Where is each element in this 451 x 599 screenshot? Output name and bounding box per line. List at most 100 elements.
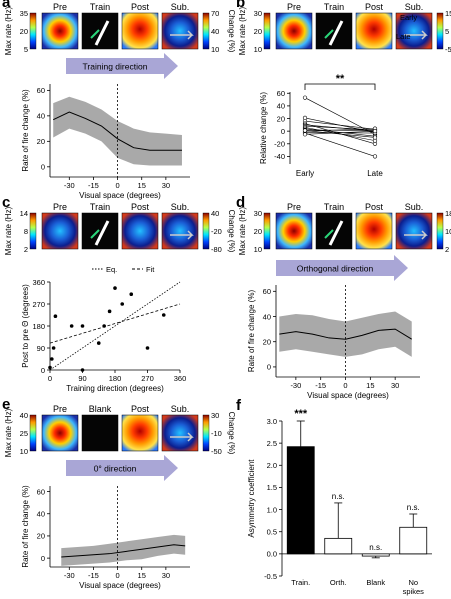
scatter-point	[161, 313, 166, 317]
panel-letter-a: a	[2, 0, 11, 11]
max-rate-label: Max rate (Hz)	[238, 6, 247, 55]
y-tick-label: 2.0	[267, 461, 277, 470]
y-axis-label: Asymmetry coefficient	[247, 459, 256, 538]
significance-label: n.s.	[332, 492, 345, 501]
shift-arrow-icon	[170, 30, 194, 40]
heatmap-header: Sub.	[171, 202, 190, 212]
x-tick-label: 0	[343, 381, 347, 390]
y-tick-label: 20	[263, 338, 271, 347]
heatmap-sub	[395, 12, 433, 50]
y-tick-label: 40	[277, 102, 285, 111]
max-rate-colorbar	[29, 414, 37, 452]
heatmap-train	[315, 212, 353, 250]
arrow-label: Training direction	[83, 62, 148, 72]
y-tick-label: 0	[41, 163, 45, 172]
max-rate-colorbar	[29, 12, 37, 50]
max-rate-tick: 40	[20, 411, 28, 420]
y-tick-label: 20	[37, 532, 45, 541]
max-rate-tick: 20	[254, 27, 262, 36]
panel-letter-b: b	[236, 0, 245, 11]
max-rate-tick: 20	[254, 227, 262, 236]
sem-band	[61, 534, 186, 566]
bar	[324, 537, 353, 555]
max-rate-label: Max rate (Hz)	[4, 206, 13, 255]
scatter-point	[102, 324, 106, 328]
direction-arrow-icon	[324, 229, 334, 239]
change-tick: 70	[211, 9, 219, 18]
shift-arrow-icon	[404, 30, 428, 40]
heatmap-header: Train	[324, 2, 344, 12]
heatmap-train	[81, 12, 119, 50]
x-tick-label: 30	[162, 571, 170, 580]
y-tick-label: 60	[37, 86, 45, 95]
panel-letter-f: f	[236, 397, 242, 414]
mean-line	[61, 544, 186, 558]
change-label: Change (%)	[227, 210, 236, 253]
x-axis-label: Visual space (degrees)	[79, 581, 161, 590]
scatter-point	[50, 357, 54, 361]
heatmap-sub	[161, 414, 199, 452]
category-label: No	[408, 578, 418, 587]
stimulus-bar	[328, 220, 344, 246]
y-tick-label: 90	[37, 344, 45, 353]
y-axis-label: Relative change (%)	[259, 92, 268, 164]
heatmap-blank	[81, 414, 119, 452]
mean-line	[279, 328, 412, 340]
change-tick: -5	[445, 45, 451, 54]
heatmap-pre	[275, 212, 313, 250]
direction-arrow-e: 0° direction	[66, 455, 178, 481]
y-tick-label: 1.0	[267, 505, 277, 514]
change-colorbar	[202, 414, 210, 452]
scatter-point	[80, 324, 85, 328]
y-tick-label: 0.0	[267, 550, 277, 559]
heatmap-post	[121, 212, 159, 250]
y-tick-label: 0.5	[267, 528, 277, 537]
significance-bracket	[304, 83, 376, 90]
max-rate-tick: 20	[20, 27, 28, 36]
max-rate-tick: 30	[254, 9, 262, 18]
x-tick-label: -30	[64, 181, 75, 190]
heatmap-header: Post	[131, 2, 150, 12]
heatmap-header: Sub.	[171, 404, 190, 414]
scatter-point	[51, 346, 56, 350]
category-label: Early	[296, 169, 314, 178]
x-tick-label: 180	[109, 374, 122, 383]
max-rate-tick: 10	[254, 45, 262, 54]
heatmap-header: Sub.	[405, 202, 424, 212]
change-tick: 40	[211, 27, 219, 36]
heatmap-header: Pre	[53, 2, 67, 12]
stimulus-bar	[94, 20, 110, 46]
x-tick-label: 15	[366, 381, 374, 390]
y-tick-label: 20	[277, 114, 285, 123]
late-point	[372, 135, 378, 140]
change-tick: -80	[211, 245, 222, 254]
change-tick: 40	[211, 209, 219, 218]
max-rate-tick: 14	[20, 209, 28, 218]
y-tick-label: 60	[277, 89, 285, 98]
x-tick-label: 0	[116, 571, 120, 580]
heatmap-post	[355, 12, 393, 50]
y-tick-label: 180	[32, 322, 45, 331]
y-axis-label: Post to pre Θ (degrees)	[21, 284, 30, 368]
arrow-shape	[66, 455, 178, 481]
direction-arrow-icon	[324, 29, 334, 39]
sem-band	[53, 96, 182, 166]
heatmap-header: Post	[131, 404, 150, 414]
arrow-label: 0° direction	[94, 464, 137, 474]
max-rate-label: Max rate (Hz)	[4, 6, 13, 55]
fit-line	[49, 303, 181, 344]
y-tick-label: 40	[263, 312, 271, 321]
x-tick-label: 30	[162, 181, 170, 190]
panel-letter-c: c	[2, 194, 10, 211]
shift-arrow-icon	[170, 230, 194, 240]
heatmap-header: Pre	[53, 202, 67, 212]
pair-line	[304, 129, 376, 131]
change-label: Change (%)	[227, 10, 236, 53]
x-axis-label: Visual space (degrees)	[307, 391, 389, 400]
early-point	[302, 132, 308, 137]
y-tick-label: 40	[37, 112, 45, 121]
heatmap-header: Post	[365, 202, 384, 212]
